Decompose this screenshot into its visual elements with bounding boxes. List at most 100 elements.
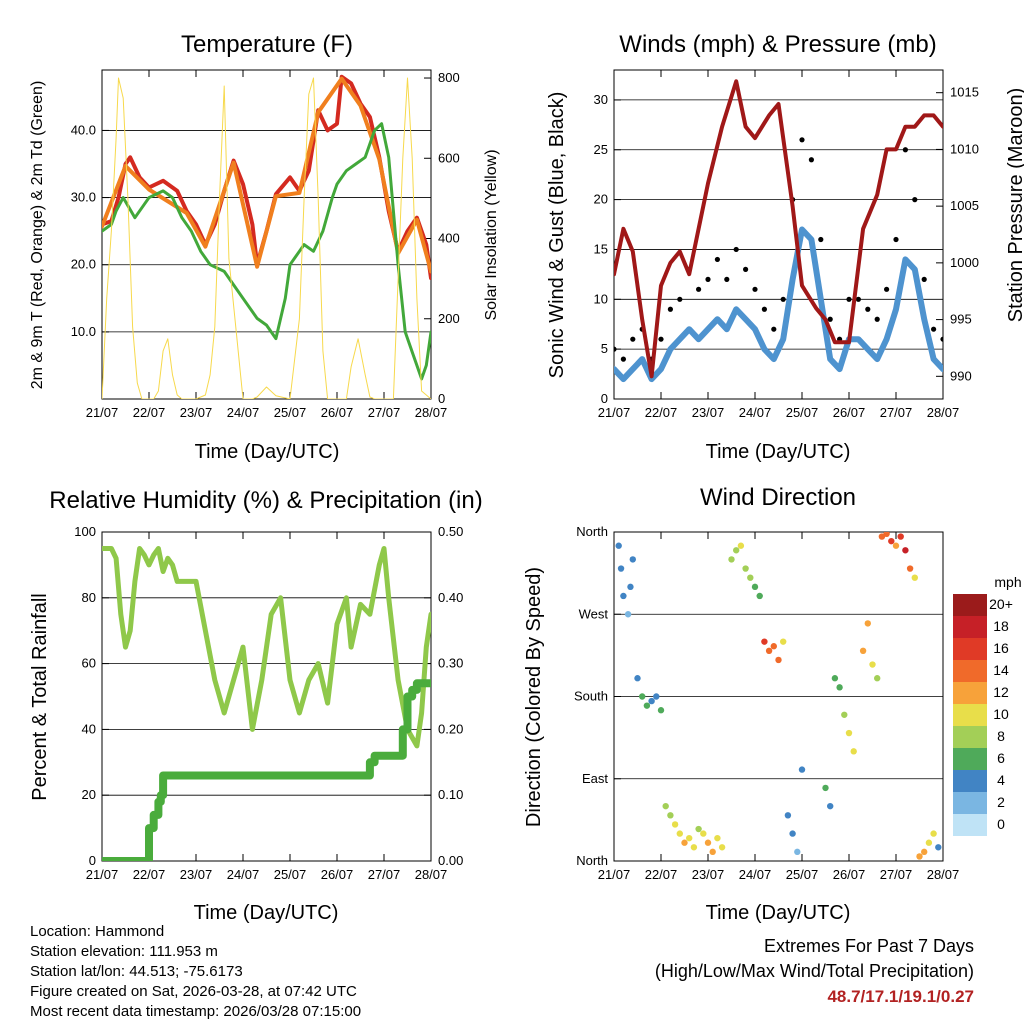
y-tick-label: 10 — [594, 291, 608, 306]
direction-point — [643, 702, 651, 709]
x-tick-label: 24/07 — [227, 405, 260, 420]
x-tick-label: 24/07 — [227, 867, 260, 882]
gust-point — [893, 236, 899, 243]
direction-point — [765, 647, 773, 655]
x-tick-label: 26/07 — [833, 867, 866, 882]
direction-point — [676, 830, 683, 837]
direction-point — [704, 839, 712, 846]
direction-point — [617, 565, 625, 572]
y2-tick-label: 0.50 — [438, 524, 463, 539]
direction-point — [845, 729, 853, 737]
colorbar-swatch — [953, 814, 987, 836]
direction-point — [925, 839, 933, 846]
direction-point — [888, 537, 895, 545]
y-tick-label: 15 — [594, 241, 608, 256]
gust-point — [799, 137, 805, 143]
sonic-wind-line — [614, 226, 943, 383]
y-tick-label: 80 — [82, 590, 96, 605]
extremes-title: Extremes For Past 7 Days — [763, 936, 974, 956]
direction-point — [897, 533, 904, 540]
direction-point — [831, 675, 839, 682]
colorbar-swatch — [953, 792, 987, 814]
direction-point — [827, 802, 834, 810]
gust-point — [724, 276, 730, 282]
direction-point — [878, 533, 886, 540]
winds-title: Winds (mph) & Pressure (mb) — [619, 31, 936, 58]
station-location: Location: Hammond — [30, 923, 165, 940]
x-tick-label: 23/07 — [692, 405, 725, 420]
direction-point — [686, 834, 693, 842]
y2-tick-label: 1005 — [950, 198, 979, 213]
y2-tick-label: 0.20 — [438, 721, 463, 736]
colorbar-label: 18 — [993, 618, 1009, 634]
x-tick-label: 21/07 — [598, 867, 631, 882]
x-tick-label: 27/07 — [368, 867, 401, 882]
y2-tick-label: 990 — [950, 368, 972, 383]
x-tick-label: 21/07 — [598, 405, 631, 420]
plot-frame — [613, 69, 944, 400]
direction-point — [836, 684, 843, 691]
x-tick-label: 28/07 — [927, 867, 960, 882]
x-tick-label: 25/07 — [786, 867, 819, 882]
y2-tick-label: 0.40 — [438, 590, 463, 605]
y-tick-label: 30.0 — [71, 190, 96, 205]
dewpoint-line — [102, 122, 431, 381]
station-latlon: Station lat/lon: 44.513; -75.6173 — [30, 963, 243, 980]
gust-point — [818, 236, 824, 243]
gust-point — [940, 336, 943, 342]
colorbar-label: 0 — [997, 816, 1005, 832]
colorbar-label: 12 — [993, 684, 1009, 700]
gust-point — [771, 326, 777, 332]
colorbar-label: 20+ — [989, 596, 1013, 612]
temperature-panel: Temperature (F) Time (Day/UTC) 2m & 9m T… — [29, 31, 500, 463]
wind-direction-title: Wind Direction — [700, 484, 856, 511]
x-tick-label: 23/07 — [180, 867, 213, 882]
wind-direction-panel: Wind Direction Time (Day/UTC) Direction … — [523, 484, 1022, 924]
gust-point — [780, 296, 786, 302]
x-tick-label: 22/07 — [645, 867, 678, 882]
colorbar-label: 4 — [997, 772, 1005, 788]
direction-point — [620, 592, 627, 600]
extremes-box: Extremes For Past 7 Days (High/Low/Max W… — [655, 934, 974, 1009]
plot-frame — [101, 531, 432, 862]
y-tick-label: 40.0 — [71, 122, 96, 137]
gust-point — [658, 336, 664, 342]
gust-point — [696, 286, 702, 292]
colorbar-swatch — [953, 682, 987, 704]
gust-point — [808, 157, 815, 163]
temperature-xlabel: Time (Day/UTC) — [195, 441, 340, 463]
direction-point — [822, 784, 829, 792]
extremes-subtitle: (High/Low/Max Wind/Total Precipitation) — [654, 961, 974, 981]
direction-point — [648, 697, 655, 705]
colorbar-label: 16 — [993, 640, 1009, 656]
direction-point — [902, 547, 909, 554]
colorbar-swatch — [953, 726, 987, 748]
direction-point — [850, 748, 857, 755]
x-tick-label: 25/07 — [786, 405, 819, 420]
x-tick-label: 26/07 — [321, 867, 354, 882]
y2-tick-label: 600 — [438, 150, 460, 165]
x-tick-label: 28/07 — [927, 405, 960, 420]
direction-point — [671, 821, 679, 828]
direction-point — [700, 830, 707, 837]
y-tick-label: 25 — [594, 142, 608, 157]
x-tick-label: 27/07 — [880, 867, 913, 882]
gust-point — [630, 336, 636, 342]
y2-tick-label: 0.10 — [438, 787, 463, 802]
colorbar-label: 10 — [993, 706, 1009, 722]
winds-y2label: Station Pressure (Maroon) — [1005, 88, 1024, 323]
humidity-ylabel: Percent & Total Rainfall — [29, 593, 51, 801]
winds-xlabel: Time (Day/UTC) — [706, 441, 851, 463]
y-tick-label: North — [576, 853, 608, 868]
wind-direction-xlabel: Time (Day/UTC) — [706, 902, 851, 924]
colorbar-title: mph — [994, 574, 1021, 590]
gust-point — [743, 266, 749, 272]
direction-point — [709, 848, 716, 856]
x-tick-label: 26/07 — [833, 405, 866, 420]
direction-point — [629, 556, 636, 563]
x-tick-label: 27/07 — [880, 405, 913, 420]
gust-point — [667, 306, 674, 312]
x-tick-label: 25/07 — [274, 867, 307, 882]
colorbar-swatch — [953, 616, 987, 638]
colorbar-swatch — [953, 770, 987, 792]
